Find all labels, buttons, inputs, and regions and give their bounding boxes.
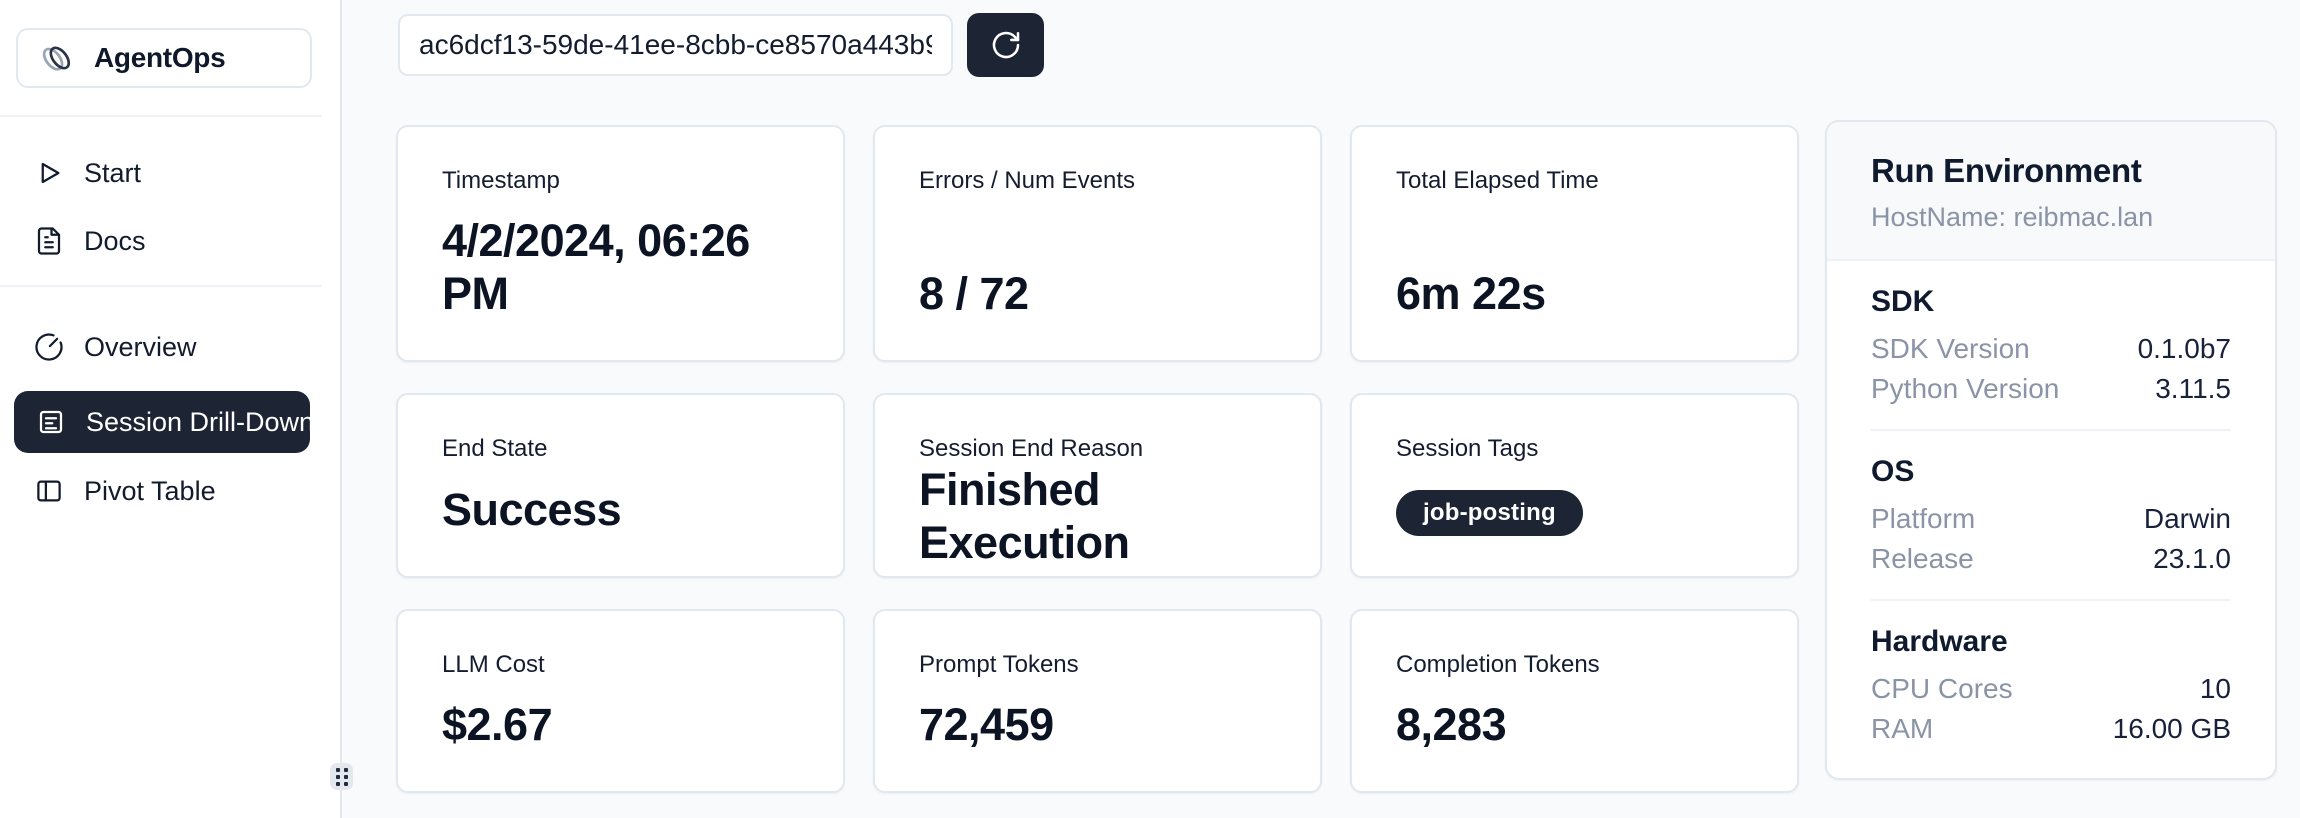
drag-dots-icon <box>335 774 340 779</box>
env-row-label: Platform <box>1871 503 1976 534</box>
sidebar-item-start[interactable]: Start <box>0 149 340 197</box>
run-environment-title: Run Environment <box>1871 152 2142 189</box>
env-row-label: Python Version <box>1871 373 2060 404</box>
card-value: 6m 22s <box>1396 267 1546 319</box>
file-text-icon <box>34 226 64 256</box>
sidebar-nav-top: Start Docs <box>0 149 340 265</box>
card-session-tags: Session Tags job-posting <box>1350 393 1799 578</box>
sidebar-divider <box>0 115 322 117</box>
env-row-label: Release <box>1871 543 1974 574</box>
play-icon <box>34 158 64 188</box>
card-label: Completion Tokens <box>1396 651 1600 678</box>
env-row: RAM 16.00 GB <box>1871 709 2231 749</box>
card-label: Session End Reason <box>919 435 1144 462</box>
sidebar-item-label: Overview <box>84 331 197 362</box>
drag-dots-icon <box>335 767 340 772</box>
env-row-value: 10 <box>2199 673 2231 704</box>
env-section-sdk: SDK SDK Version 0.1.0b7 Python Version 3… <box>1871 261 2231 429</box>
sidebar-item-docs[interactable]: Docs <box>0 217 340 265</box>
card-value: 8,283 <box>1396 698 1507 750</box>
run-environment-header: Run Environment HostName: reibmac.lan <box>1827 122 2275 261</box>
card-value: $2.67 <box>442 698 553 750</box>
env-section-heading: OS <box>1871 455 1915 488</box>
session-tag-badge: job-posting <box>1396 490 1583 536</box>
card-value: 8 / 72 <box>919 267 1029 319</box>
session-id-input[interactable] <box>398 14 953 76</box>
run-environment-body: SDK SDK Version 0.1.0b7 Python Version 3… <box>1827 261 2275 769</box>
sidebar-divider <box>0 285 322 287</box>
drag-dots-icon <box>343 767 348 772</box>
metric-cards-grid: Timestamp 4/2/2024, 06:26 PM Errors / Nu… <box>396 125 1799 793</box>
session-toolbar <box>398 13 2300 77</box>
card-end-state: End State Success <box>396 393 845 578</box>
brand-name: AgentOps <box>94 42 226 73</box>
card-label: Session Tags <box>1396 435 1539 462</box>
card-label: End State <box>442 435 548 462</box>
env-row: Platform Darwin <box>1871 499 2231 539</box>
card-label: Timestamp <box>442 167 560 194</box>
card-session-end-reason: Session End Reason Finished Execution <box>873 393 1322 578</box>
card-errors-num-events: Errors / Num Events 8 / 72 <box>873 125 1322 362</box>
brand-logo-box[interactable]: AgentOps <box>16 28 312 88</box>
card-completion-tokens: Completion Tokens 8,283 <box>1350 609 1799 793</box>
dashboard-content: Timestamp 4/2/2024, 06:26 PM Errors / Nu… <box>396 120 2300 793</box>
hostname-text: HostName: reibmac.lan <box>1871 202 2154 232</box>
sidebar-item-overview[interactable]: Overview <box>0 323 340 371</box>
card-label: Total Elapsed Time <box>1396 167 1599 194</box>
env-row: Python Version 3.11.5 <box>1871 369 2231 409</box>
card-total-elapsed-time: Total Elapsed Time 6m 22s <box>1350 125 1799 362</box>
card-timestamp: Timestamp 4/2/2024, 06:26 PM <box>396 125 845 362</box>
env-row: Release 23.1.0 <box>1871 539 2231 579</box>
agentops-logo-icon <box>38 39 76 77</box>
env-row-label: CPU Cores <box>1871 673 2013 704</box>
card-llm-cost: LLM Cost $2.67 <box>396 609 845 793</box>
env-section-heading: SDK <box>1871 285 1935 318</box>
refresh-icon <box>990 29 1022 61</box>
env-row: CPU Cores 10 <box>1871 669 2231 709</box>
drag-dots-icon <box>343 781 348 786</box>
sidebar-item-pivot-table[interactable]: Pivot Table <box>0 467 340 515</box>
card-label: Prompt Tokens <box>919 651 1079 678</box>
env-row-label: SDK Version <box>1871 333 2030 364</box>
pivot-panel-icon <box>34 476 64 506</box>
card-label: Errors / Num Events <box>919 167 1136 194</box>
sidebar-item-label: Start <box>84 157 142 188</box>
card-label: LLM Cost <box>442 651 545 678</box>
env-row-value: 23.1.0 <box>2153 543 2231 574</box>
gauge-icon <box>34 332 64 362</box>
sidebar-resize-handle[interactable] <box>330 763 353 790</box>
drag-dots-icon <box>335 781 340 786</box>
card-prompt-tokens: Prompt Tokens 72,459 <box>873 609 1322 793</box>
env-section-hardware: Hardware CPU Cores 10 RAM 16.00 GB <box>1871 599 2231 769</box>
sidebar-nav-main: Overview Session Drill-Down Pivot Table <box>0 323 340 515</box>
refresh-button[interactable] <box>967 13 1044 77</box>
card-value: Success <box>442 483 622 535</box>
card-value: 72,459 <box>919 698 1054 750</box>
env-section-os: OS Platform Darwin Release 23.1.0 <box>1871 429 2231 599</box>
env-row: SDK Version 0.1.0b7 <box>1871 329 2231 369</box>
sidebar: AgentOps Start Docs Overview <box>0 0 353 818</box>
main-content: Timestamp 4/2/2024, 06:26 PM Errors / Nu… <box>342 0 2300 818</box>
card-value: 4/2/2024, 06:26 PM <box>442 214 750 319</box>
env-row-label: RAM <box>1871 713 1934 744</box>
env-row-value: 0.1.0b7 <box>2137 333 2231 364</box>
sidebar-item-label: Pivot Table <box>84 475 216 506</box>
sidebar-item-label: Session Drill-Down <box>86 406 315 437</box>
env-section-heading: Hardware <box>1871 625 2008 658</box>
env-row-value: 3.11.5 <box>2155 373 2231 404</box>
note-lines-icon <box>36 407 66 437</box>
drag-dots-icon <box>343 774 348 779</box>
env-row-value: Darwin <box>2143 503 2231 534</box>
sidebar-item-session-drill-down[interactable]: Session Drill-Down <box>14 391 314 453</box>
run-environment-panel: Run Environment HostName: reibmac.lan SD… <box>1825 120 2277 780</box>
sidebar-item-label: Docs <box>84 225 146 256</box>
card-value: Finished Execution <box>919 464 1130 569</box>
env-row-value: 16.00 GB <box>2112 713 2231 744</box>
